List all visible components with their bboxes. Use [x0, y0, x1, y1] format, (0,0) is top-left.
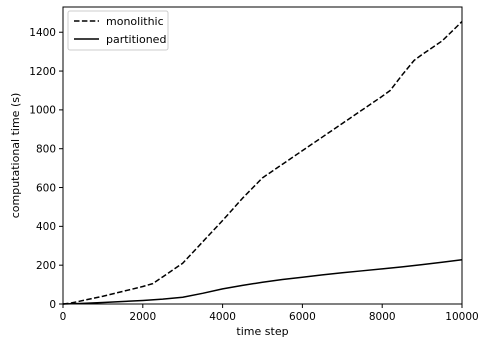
plot-lines	[62, 21, 463, 305]
series-line-monolithic	[62, 21, 463, 305]
x-axis-label: time step	[236, 325, 288, 338]
y-tick-label: 1200	[29, 66, 56, 78]
axes-frame	[62, 6, 463, 305]
y-axis-ticks: 0 200 400 600 800 1000 1200 1400	[29, 27, 63, 311]
y-axis-label: computational time (s)	[9, 93, 22, 219]
x-tick-label: 6000	[289, 311, 316, 323]
legend-label-partitioned: partitioned	[106, 33, 166, 46]
x-tick-label: 2000	[129, 311, 156, 323]
series-line-partitioned	[62, 258, 463, 305]
legend: monolithic partitioned	[67, 10, 169, 51]
x-tick-label: 0	[60, 311, 67, 323]
y-tick-label: 800	[36, 144, 56, 156]
x-tick-label: 10000	[445, 311, 478, 323]
x-tick-label: 4000	[209, 311, 236, 323]
y-tick-label: 1000	[29, 105, 56, 117]
y-tick-label: 1400	[29, 27, 56, 39]
legend-label-monolithic: monolithic	[106, 15, 164, 28]
y-tick-label: 600	[36, 182, 56, 194]
y-tick-label: 200	[36, 260, 56, 272]
y-tick-label: 0	[49, 299, 56, 311]
x-axis-ticks: 0 2000 4000 6000 8000 10000	[60, 304, 478, 323]
y-tick-label: 400	[36, 221, 56, 233]
x-tick-label: 8000	[369, 311, 396, 323]
